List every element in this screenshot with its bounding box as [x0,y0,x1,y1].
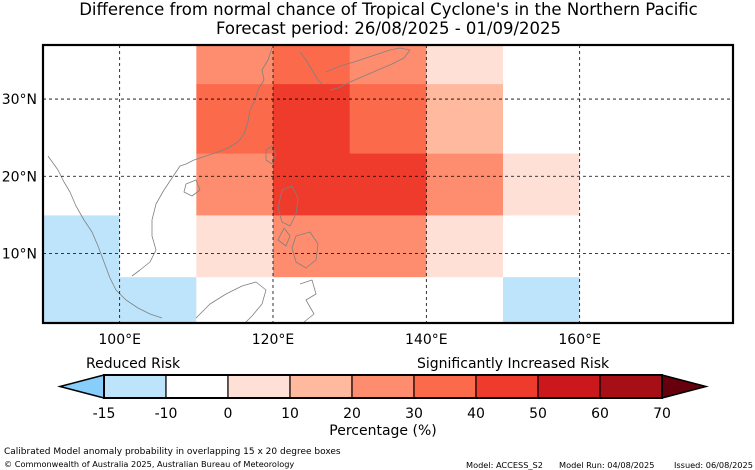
coastlines [47,47,411,325]
grid-cell [196,83,274,154]
colorbar-swatch [165,374,229,399]
grid-cell [426,276,504,324]
graticule [43,45,733,323]
grid-cell [579,83,657,216]
grid-cell [196,45,274,85]
longitude-labels: 100°E 120°E 140°E 160°E [98,332,601,348]
grid-cell [656,45,734,324]
anomaly-grid [43,45,734,324]
longitude-label: 140°E [405,332,448,348]
grid-cell [119,45,197,216]
footer-model-run: Model Run: 04/08/2025 [559,460,655,470]
colorbar-tick-label: 50 [529,406,547,422]
colorbar-swatch [537,374,601,399]
grid-cell [119,276,197,324]
colorbar-swatch [289,374,353,399]
grid-cell [119,214,197,278]
grid-cell [273,276,351,324]
grid-cell [349,153,427,216]
colorbar-tick-label: 20 [343,406,361,422]
coastline-vietnam [131,165,181,277]
chart-title: Difference from normal chance of Tropica… [79,0,698,19]
colorbar-tick-label: -15 [93,406,116,422]
grid-cell [196,214,274,278]
coastline-hainan [183,179,201,197]
latitude-label: 30°N [2,92,37,108]
colorbar: -15 -10 0 10 20 30 40 50 60 70 Percentage (%) [57,374,709,439]
grid-cell [273,45,351,85]
footer-issued: Issued: 06/08/2025 [674,460,753,470]
colorbar-tick-label: 10 [281,406,299,422]
footer-model: Model: ACCESS_S2 [466,460,543,470]
colorbar-tick-label: 60 [591,406,609,422]
colorbar-tick-label: -10 [155,406,178,422]
longitude-label: 160°E [558,332,601,348]
grid-cell [426,45,504,85]
footer-copyright: © Commonwealth of Australia 2025, Austra… [4,459,295,469]
coastline-indochina [47,155,163,319]
colorbar-frame [103,374,663,399]
grid-cell [349,83,427,154]
latitude-label: 20°N [2,169,37,185]
colorbar-swatch [227,374,291,399]
reduced-risk-label: Reduced Risk [86,356,181,372]
colorbar-swatch [475,374,539,399]
colorbar-over-arrow [661,374,709,399]
grid-cell [503,276,581,324]
grid-cell [579,214,657,324]
grid-cell [273,214,351,278]
forecast-period: Forecast period: 26/08/2025 - 01/09/2025 [215,19,562,38]
grid-cell [349,276,427,324]
colorbar-swatch [413,374,477,399]
colorbar-under-arrow [57,374,105,399]
grid-cell [43,45,121,216]
grid-cell [503,214,581,278]
coastline-mindanao [291,231,319,269]
coastline-luzon [277,185,299,227]
latitude-label: 10°N [2,247,37,263]
grid-cell [349,214,427,278]
increased-risk-label: Significantly Increased Risk [417,356,610,372]
longitude-label: 120°E [252,332,295,348]
grid-cell [196,276,274,324]
grid-cell [349,45,427,85]
colorbar-tick-label: 0 [224,406,233,422]
grid-cell [273,83,351,216]
colorbar-swatch [599,374,663,399]
colorbar-tick-label: 30 [405,406,423,422]
colorbar-swatch [351,374,415,399]
grid-cell [426,83,504,154]
grid-cell [43,214,121,324]
colorbar-tick-label: 40 [467,406,485,422]
colorbar-swatch [103,374,167,399]
footer-note: Calibrated Model anomaly probability in … [4,447,341,457]
coastline-china [179,47,273,167]
coastline-korea [299,51,323,85]
colorbar-tick-label: 70 [653,406,671,422]
coastline-visayas [277,227,291,247]
grid-cell [503,153,581,216]
colorbar-axis-label: Percentage (%) [329,423,436,439]
coastline-borneo [195,281,267,325]
coastline-sulawesi [299,279,317,323]
map-frame [41,43,735,325]
grid-cell [196,153,274,216]
grid-cell [426,153,504,216]
longitude-label: 100°E [98,332,141,348]
coastline-japan [325,47,411,91]
latitude-labels: 30°N 20°N 10°N [2,92,37,262]
grid-cell [579,45,657,85]
coastline-taiwan [265,145,277,165]
grid-cell [426,214,504,278]
